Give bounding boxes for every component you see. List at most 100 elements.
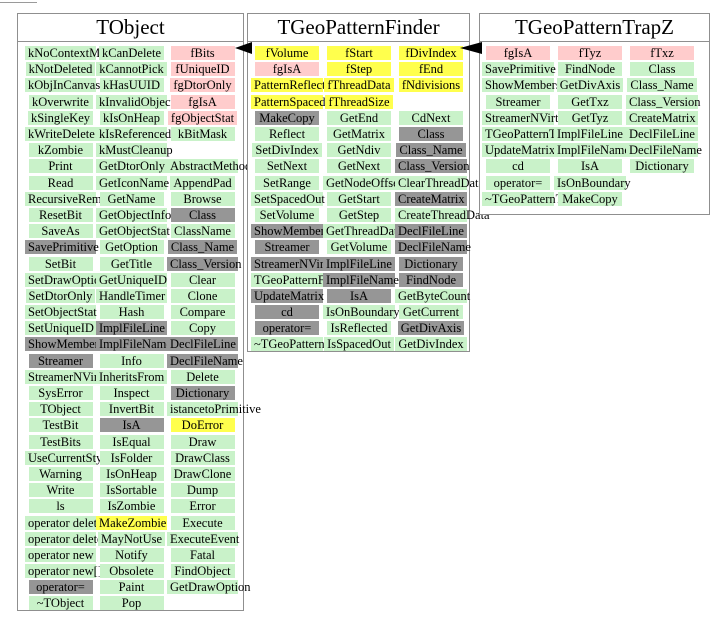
member-cell[interactable]: GetStep <box>327 207 391 222</box>
member-cell[interactable]: FindNode <box>558 62 622 77</box>
member-cell[interactable]: Warning <box>28 466 93 481</box>
member-cell[interactable]: AppendPad <box>170 175 235 190</box>
member-cell[interactable]: ClearThreadData <box>395 175 484 190</box>
member-cell[interactable]: fBits <box>170 46 235 61</box>
member-cell[interactable]: fTxz <box>630 46 694 61</box>
member-cell[interactable]: IsOnBoundary <box>323 305 400 320</box>
member-cell[interactable]: GetThreadData <box>323 224 403 239</box>
member-cell[interactable]: FindNode <box>399 272 463 287</box>
member-cell[interactable]: IsA <box>99 418 164 433</box>
member-cell[interactable]: kCannotPick <box>96 62 167 77</box>
member-cell[interactable]: IsFolder <box>99 450 164 465</box>
class-title-tobject[interactable]: TObject <box>18 14 243 42</box>
member-cell[interactable]: SetVolume <box>255 207 319 222</box>
member-cell[interactable]: kZombie <box>28 143 93 158</box>
member-cell[interactable]: IsOnHeap <box>99 466 164 481</box>
class-title-tgeopatterntrapz[interactable]: TGeoPatternTrapZ <box>480 14 709 42</box>
member-cell[interactable]: GetByteCount <box>395 288 470 303</box>
member-cell[interactable]: IsSortable <box>99 483 164 498</box>
member-cell[interactable]: fgIsA <box>486 46 550 61</box>
member-cell[interactable]: fThreadSize <box>325 94 393 109</box>
member-cell[interactable]: ShowMembers <box>482 78 561 93</box>
member-cell[interactable]: Dictionary <box>170 386 235 401</box>
member-cell[interactable]: ~TObject <box>28 596 93 611</box>
member-cell[interactable]: SetDrawOption <box>25 272 106 287</box>
member-cell[interactable]: GetTitle <box>99 256 164 271</box>
member-cell[interactable]: GetVolume <box>327 240 391 255</box>
member-cell[interactable]: fgDtorOnly <box>170 78 235 93</box>
member-cell[interactable]: TGeoPatternFinder <box>251 272 351 287</box>
member-cell[interactable]: StreamerNVirtual <box>482 110 574 125</box>
member-cell[interactable]: GetOption <box>99 240 164 255</box>
member-cell[interactable]: TestBits <box>28 434 93 449</box>
member-cell[interactable]: Write <box>28 483 93 498</box>
member-cell[interactable]: Class_Version <box>626 94 701 109</box>
member-cell[interactable]: fgIsA <box>170 94 235 109</box>
member-cell[interactable]: GetNext <box>327 159 391 174</box>
member-cell[interactable]: MakeZombie <box>96 515 167 530</box>
member-cell[interactable]: Streamer <box>486 94 550 109</box>
member-cell[interactable]: Class_Name <box>396 143 466 158</box>
member-cell[interactable]: Print <box>28 159 93 174</box>
member-cell[interactable]: Streamer <box>255 240 319 255</box>
member-cell[interactable]: TGeoPatternTrapZ <box>482 127 580 142</box>
member-cell[interactable]: GetIconName <box>96 175 169 190</box>
member-cell[interactable]: GetObjectStat <box>96 224 170 239</box>
member-cell[interactable]: GetMatrix <box>327 127 391 142</box>
member-cell[interactable]: Class <box>630 62 694 77</box>
member-cell[interactable]: TestBit <box>28 418 93 433</box>
member-cell[interactable]: GetCurrent <box>399 305 463 320</box>
member-cell[interactable]: ImplFileName <box>323 272 399 287</box>
member-cell[interactable]: kOverwrite <box>28 94 93 109</box>
member-cell[interactable]: Dump <box>170 483 235 498</box>
member-cell[interactable]: Class_Version <box>167 256 242 271</box>
member-cell[interactable]: StreamerNVirtual <box>25 369 117 384</box>
member-cell[interactable]: Dictionary <box>399 256 463 271</box>
member-cell[interactable]: Streamer <box>28 353 93 368</box>
member-cell[interactable]: CreateMatrix <box>395 191 467 206</box>
member-cell[interactable]: UseCurrentStyle <box>25 450 111 465</box>
member-cell[interactable]: Error <box>170 499 235 514</box>
member-cell[interactable]: ~TGeoPatternFinder <box>251 337 357 352</box>
member-cell[interactable]: Fatal <box>170 547 235 562</box>
member-cell[interactable]: ShowMembers <box>251 224 330 239</box>
member-cell[interactable]: CreateMatrix <box>626 110 698 125</box>
member-cell[interactable]: SetDivIndex <box>252 143 322 158</box>
member-cell[interactable]: DrawClass <box>170 450 235 465</box>
member-cell[interactable]: Draw <box>170 434 235 449</box>
member-cell[interactable]: IsA <box>327 288 391 303</box>
member-cell[interactable]: DeclFileName <box>395 240 471 255</box>
member-cell[interactable]: Inspect <box>99 386 164 401</box>
member-cell[interactable]: operator= <box>28 580 93 595</box>
member-cell[interactable]: FindObject <box>170 564 235 579</box>
member-cell[interactable]: kBitMask <box>170 127 235 142</box>
member-cell[interactable]: MakeCopy <box>255 110 319 125</box>
member-cell[interactable]: operator= <box>255 321 319 336</box>
member-cell[interactable]: MakeCopy <box>558 191 622 206</box>
member-cell[interactable]: operator new <box>25 547 96 562</box>
member-cell[interactable]: DeclFileLine <box>626 127 698 142</box>
member-cell[interactable]: Obsolete <box>99 564 164 579</box>
member-cell[interactable]: SetBit <box>28 256 93 271</box>
member-cell[interactable]: SavePrimitive <box>482 62 556 77</box>
member-cell[interactable]: GetDrawOption <box>167 580 251 595</box>
member-cell[interactable]: operator= <box>486 175 550 190</box>
member-cell[interactable]: operator delete[] <box>25 531 111 546</box>
member-cell[interactable]: IsEqual <box>99 434 164 449</box>
member-cell[interactable]: RecursiveRemove <box>25 191 120 206</box>
member-cell[interactable]: Reflect <box>255 127 319 142</box>
member-cell[interactable]: GetStart <box>327 191 391 206</box>
member-cell[interactable]: Browse <box>170 191 235 206</box>
member-cell[interactable]: cd <box>486 159 550 174</box>
member-cell[interactable]: IsSpacedOut <box>324 337 394 352</box>
member-cell[interactable]: ShowMembers <box>25 337 104 352</box>
member-cell[interactable]: Read <box>28 175 93 190</box>
member-cell[interactable]: IsZombie <box>99 499 164 514</box>
member-cell[interactable]: Class_Name <box>167 240 238 255</box>
member-cell[interactable]: Class <box>170 207 235 222</box>
member-cell[interactable]: ImplFileLine <box>96 321 167 336</box>
member-cell[interactable]: PatternSpacedOut <box>251 94 344 109</box>
member-cell[interactable]: kObjInCanvas <box>25 78 100 93</box>
member-cell[interactable]: TObject <box>28 402 93 417</box>
member-cell[interactable]: Execute <box>170 515 235 530</box>
